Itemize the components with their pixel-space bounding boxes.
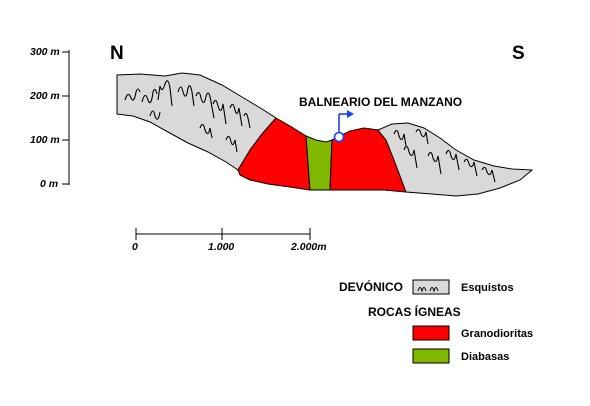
legend-label-granodioritas: Granodioritas <box>461 328 533 340</box>
north-label: N <box>110 43 124 64</box>
scale-tick-2000: 2.000m <box>290 241 327 253</box>
scale-bar: 0 1.000 2.000m <box>132 228 327 253</box>
legend-heading-rocas-igneas: ROCAS ÍGNEAS <box>368 304 461 319</box>
elevation-tick-0: 0 m <box>40 178 58 190</box>
legend-swatch-granodioritas <box>412 325 450 341</box>
legend-label-esquistos: Esquistos <box>461 282 514 294</box>
legend-label-diabasas: Diabasas <box>461 351 509 363</box>
elevation-tick-100: 100 m <box>30 134 60 146</box>
balneario-marker <box>333 110 354 143</box>
legend-swatch-esquistos <box>412 279 450 295</box>
elevation-tick-200: 200 m <box>29 90 60 102</box>
balneario-label: BALNEARIO DEL MANZANO <box>299 95 462 109</box>
legend: DEVÓNICO Esquistos ROCAS ÍGNEAS Granodio… <box>339 279 533 364</box>
elevation-tick-300: 300 m <box>30 46 60 58</box>
granodiorite-west <box>237 117 311 191</box>
cross-section <box>116 72 534 197</box>
schist-north-pattern <box>124 80 251 153</box>
scale-tick-0: 0 <box>132 241 138 253</box>
diabase-dike <box>305 135 333 191</box>
schist-south-pattern <box>393 128 496 183</box>
scale-tick-1000: 1.000 <box>208 241 234 253</box>
legend-swatch-diabasas <box>412 348 450 364</box>
elevation-axis: 300 m 200 m 100 m 0 m <box>29 46 70 190</box>
south-label: S <box>512 43 525 64</box>
legend-heading-devonico: DEVÓNICO <box>339 279 403 294</box>
